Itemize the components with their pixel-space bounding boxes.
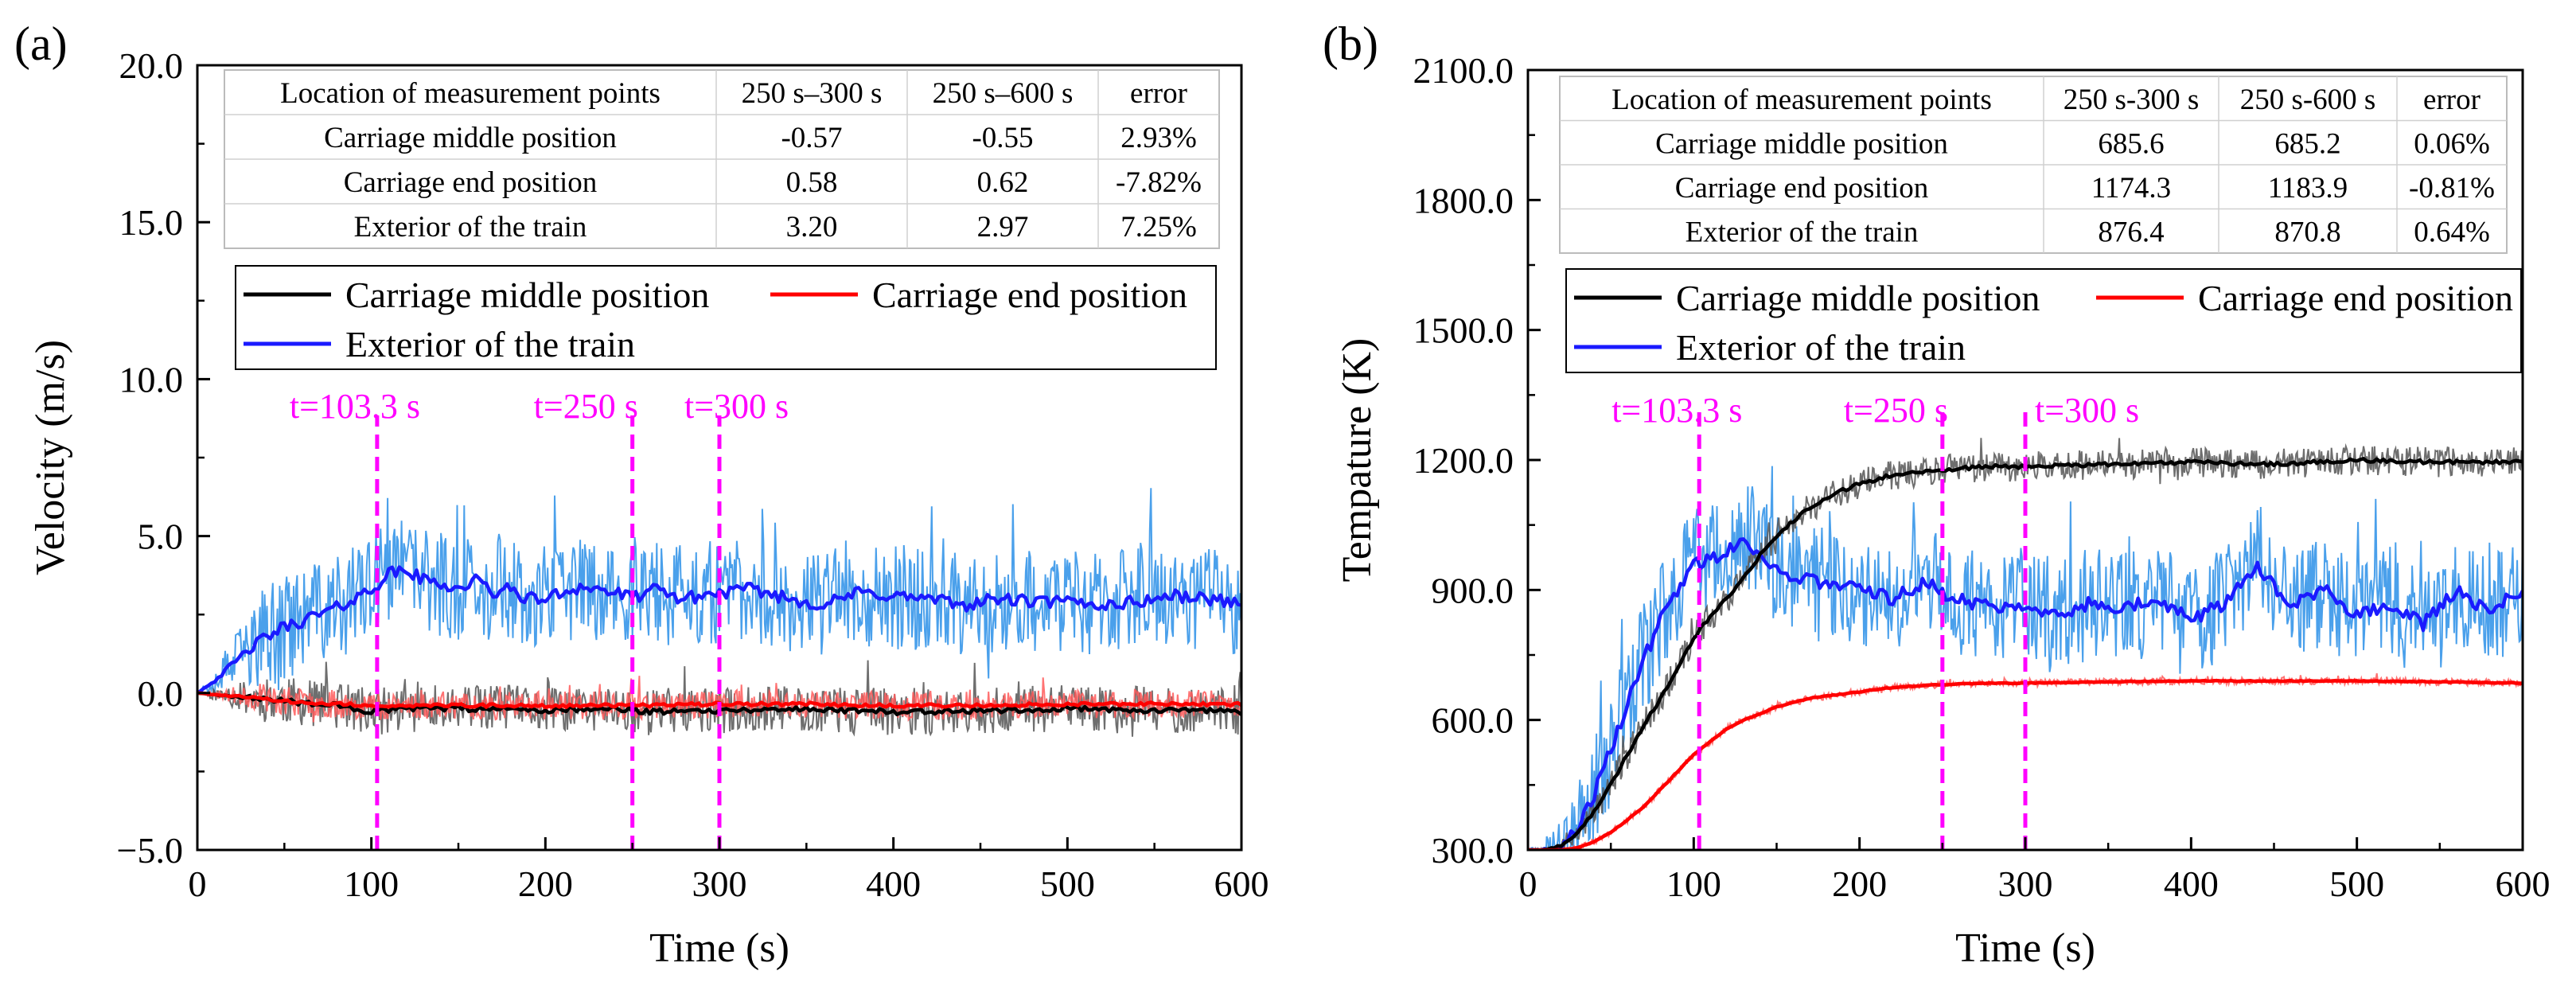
annotation-label: t=103.3 s — [1611, 391, 1742, 430]
table-cell: 7.25% — [1120, 211, 1197, 244]
table-cell: -7.82% — [1116, 166, 1202, 199]
legend-label: Carriage middle position — [1676, 278, 2040, 318]
x-axis-title: Time (s) — [1955, 926, 2095, 971]
table-cell: 685.2 — [2274, 127, 2340, 160]
panel-label: (a) — [14, 18, 68, 70]
x-tick-label: 200 — [1832, 863, 1887, 904]
series-raw-trace — [197, 488, 1241, 696]
y-tick-label: 0.0 — [138, 673, 184, 714]
y-tick-label: 5.0 — [138, 516, 184, 557]
x-tick-label: 300 — [1998, 863, 2053, 904]
x-tick-label: 400 — [866, 863, 921, 904]
table-cell: Exterior of the train — [1686, 216, 1919, 248]
table-cell: -0.57 — [781, 122, 842, 154]
y-tick-label: 20.0 — [119, 45, 184, 86]
x-tick-label: 600 — [2496, 863, 2551, 904]
y-tick-label: 1200.0 — [1413, 440, 1514, 481]
table-cell: Exterior of the train — [354, 211, 587, 244]
annotation-label: t=300 s — [2035, 391, 2139, 430]
stats-table: Location of measurement points 250 s–300 … — [224, 69, 1220, 249]
table-header-cell: 250 s-300 s — [2064, 84, 2200, 116]
x-tick-label: 0 — [189, 863, 207, 904]
table-header-cell: error — [2423, 84, 2481, 116]
y-tick-label: 10.0 — [119, 359, 184, 400]
y-tick-label: 300.0 — [1432, 830, 1514, 871]
x-tick-label: 600 — [1214, 863, 1269, 904]
legend-label: Carriage middle position — [345, 275, 709, 315]
annotation-label: t=300 s — [684, 387, 789, 426]
table-header-cell: 250 s-600 s — [2240, 84, 2376, 116]
panel-a: t=103.3 s t=250 s t=300 s 0 100 200 300 400 500 6… — [14, 18, 1269, 971]
table-cell: Carriage end position — [344, 166, 598, 199]
table-header-cell: Location of measurement points — [1611, 84, 1992, 116]
legend: Carriage middle position Carriage end pos… — [1565, 268, 2522, 373]
table-cell: 870.8 — [2274, 216, 2340, 248]
table-cell: Carriage middle position — [1655, 127, 1948, 160]
x-tick-label: 500 — [2329, 863, 2384, 904]
series-line — [1528, 537, 2523, 850]
table-header-cell: Location of measurement points — [280, 77, 661, 110]
series-raw-trace — [1528, 466, 2523, 850]
legend-label: Carriage end position — [2198, 278, 2513, 318]
series-line — [197, 565, 1241, 695]
legend-label: Exterior of the train — [1676, 327, 1966, 368]
x-tick-label: 0 — [1519, 863, 1537, 904]
table-cell: 0.64% — [2414, 216, 2490, 248]
x-tick-label: 100 — [344, 863, 399, 904]
stats-table: Location of measurement points 250 s-300 … — [1559, 76, 2508, 254]
table-cell: Carriage middle position — [324, 122, 617, 154]
legend-label: Carriage end position — [872, 275, 1187, 315]
y-tick-label: 2100.0 — [1413, 50, 1514, 91]
annotation-label: t=250 s — [534, 387, 638, 426]
table-cell: 2.97 — [977, 211, 1029, 244]
table-cell: -0.55 — [972, 122, 1033, 154]
table-cell: 3.20 — [786, 211, 838, 244]
y-tick-label: 1500.0 — [1413, 310, 1514, 351]
panel-b: t=103.3 s t=250 s t=300 s 0 100 200 300 400 500 6… — [1323, 18, 2551, 971]
x-tick-label: 300 — [692, 863, 747, 904]
table-cell: 0.06% — [2414, 127, 2490, 160]
table-cell: 0.58 — [786, 166, 838, 199]
table-cell: -0.81% — [2409, 172, 2495, 205]
table-cell: 685.6 — [2098, 127, 2164, 160]
y-tick-label: 600.0 — [1432, 700, 1514, 741]
x-tick-label: 200 — [518, 863, 573, 904]
table-header-cell: 250 s–600 s — [933, 77, 1074, 110]
table-cell: 1183.9 — [2268, 172, 2348, 205]
table-cell: 876.4 — [2098, 216, 2164, 248]
y-tick-label: 900.0 — [1432, 570, 1514, 610]
table-cell: Carriage end position — [1675, 172, 1929, 205]
legend-label: Exterior of the train — [345, 324, 635, 364]
table-cell: 0.62 — [977, 166, 1029, 199]
panel-label: (b) — [1323, 18, 1378, 70]
legend: Carriage middle position Carriage end pos… — [235, 265, 1217, 370]
y-tick-label: −5.0 — [117, 830, 183, 871]
y-tick-label: 1800.0 — [1413, 180, 1514, 220]
legend-box — [1565, 268, 2522, 373]
y-axis-title: Velocity (m/s) — [28, 340, 73, 575]
table-cell: 1174.3 — [2091, 172, 2171, 205]
annotation-label: t=103.3 s — [290, 387, 420, 426]
x-tick-label: 400 — [2164, 863, 2219, 904]
table-cell: 2.93% — [1120, 122, 1197, 154]
annotation-label: t=250 s — [1844, 391, 1948, 430]
legend-box — [235, 265, 1217, 370]
x-axis-title: Time (s) — [649, 926, 789, 971]
x-tick-label: 100 — [1666, 863, 1721, 904]
table-header-cell: 250 s–300 s — [742, 77, 883, 110]
x-tick-label: 500 — [1040, 863, 1095, 904]
y-tick-label: 15.0 — [119, 202, 184, 243]
series-raw-trace — [197, 676, 1241, 723]
table-header-cell: error — [1130, 77, 1187, 110]
y-axis-title: Tempature (K) — [1335, 338, 1380, 583]
